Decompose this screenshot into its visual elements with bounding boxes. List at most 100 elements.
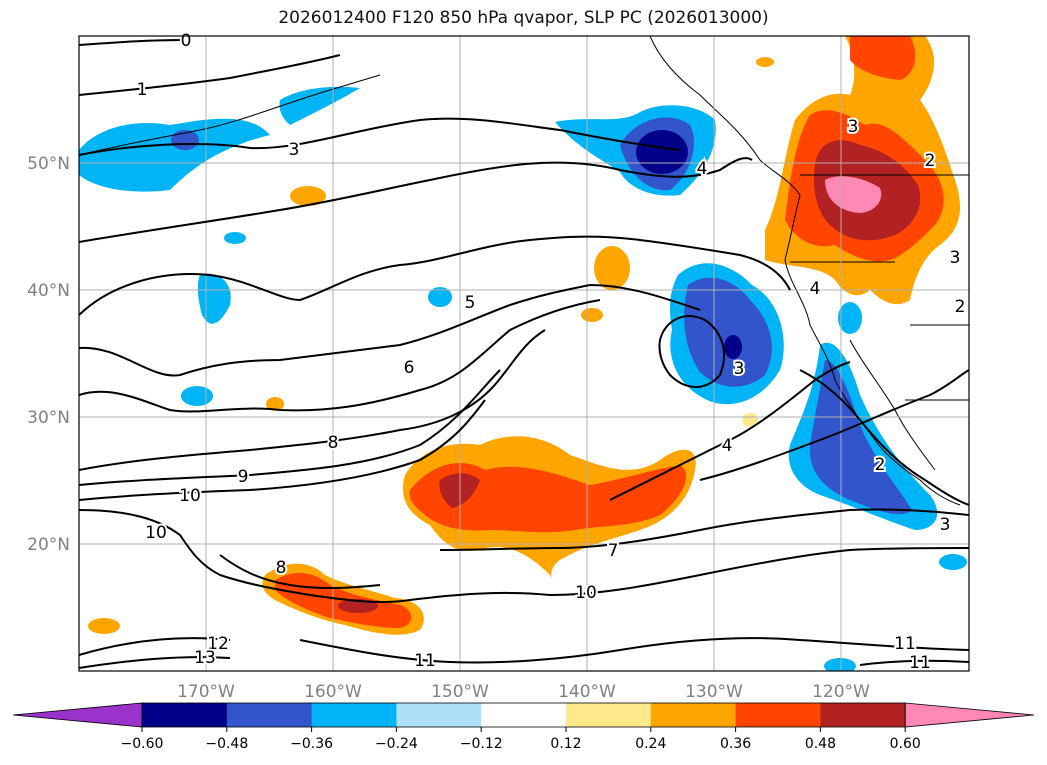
moist-anomaly-pnw-core	[825, 176, 882, 213]
contour-label: 3	[289, 140, 300, 160]
contour-label: 2	[875, 455, 886, 475]
contour-7	[79, 299, 601, 413]
moist-anomaly-blob-3	[581, 308, 603, 322]
moist-anomaly-blob-2	[290, 186, 326, 206]
contour-8	[79, 329, 546, 471]
dry-anomaly-north	[279, 86, 360, 125]
contour-label: 8	[276, 558, 287, 578]
slp-contours	[79, 39, 969, 669]
contour-10b	[79, 509, 969, 604]
colorbar-tick-label: 0.48	[805, 736, 836, 752]
dry-anomaly-islands-7	[824, 658, 856, 671]
lon-label: 150°W	[431, 682, 489, 702]
colorbar-segment	[311, 703, 397, 727]
colorbar-tick-label: −0.48	[205, 736, 248, 752]
dry-anomaly-islands-1	[197, 273, 231, 324]
contour-label: 10	[575, 583, 597, 603]
moist-anomaly-blob-4	[88, 618, 120, 634]
colorbar-tick-label: 0.24	[635, 736, 666, 752]
contour-12	[79, 637, 231, 656]
contour-label: 3	[940, 515, 951, 535]
contour-label: 6	[404, 358, 415, 378]
contour-4b	[609, 361, 851, 501]
contour-label: 4	[697, 159, 708, 179]
dry-anomaly-gulf-core	[636, 130, 688, 174]
contour-label: 3	[734, 359, 745, 379]
dry-anomaly-aleutian	[79, 118, 270, 192]
lat-label: 50°N	[27, 154, 70, 174]
contour-13	[79, 656, 231, 669]
lon-label: 140°W	[558, 682, 616, 702]
moist-anomaly-blob-5	[266, 397, 284, 411]
contour-label: 11	[414, 651, 436, 671]
contour-label: 1	[137, 80, 148, 100]
contour-5	[79, 235, 791, 316]
lon-label: 120°W	[812, 682, 870, 702]
colorbar-segment	[735, 703, 821, 727]
dry-anomaly-islands-3	[181, 386, 213, 406]
moist-anomaly-blob-7	[756, 57, 774, 67]
colorbar-segment	[566, 703, 652, 727]
colorbar-segment	[396, 703, 482, 727]
contour-labels: 0 1 3 4 3 2 3 4 2 5 6 3 8 9 10 4 2 3 10 …	[135, 29, 968, 675]
dry-anomaly-islands-2	[428, 287, 452, 307]
longitude-labels: 170°W 160°W 150°W 140°W 130°W 120°W	[177, 682, 870, 702]
colorbar-outline	[141, 702, 906, 728]
contour-label: 2	[955, 297, 966, 317]
colorbar-tick-label: 0.60	[890, 736, 921, 752]
colorbar-segment	[820, 703, 906, 727]
contour-11b	[859, 659, 969, 666]
lon-label: 130°W	[685, 682, 743, 702]
contour-0	[79, 39, 186, 46]
contour-10	[79, 399, 486, 501]
colorbar: −0.60 −0.48 −0.36 −0.24 −0.12 0.12 0.24 0.36 0.4…	[12, 702, 1035, 752]
colorbar-tick-label: −0.60	[121, 736, 164, 752]
colorbar-tick-label: −0.12	[460, 736, 503, 752]
dry-anomaly-islands-5	[838, 302, 862, 334]
contour-label: 5	[465, 293, 476, 313]
moist-anomaly-pnw-top	[850, 36, 916, 80]
contour-label: 7	[608, 541, 619, 561]
contour-3b	[699, 369, 969, 481]
lon-label: 170°W	[177, 682, 235, 702]
colorbar-tick-label: 0.12	[550, 736, 581, 752]
contour-label: 8	[328, 433, 339, 453]
colorbar-extend-high	[904, 702, 1035, 728]
moist-anomaly-blob-1	[594, 246, 630, 290]
lat-label: 30°N	[27, 408, 70, 428]
colorbar-segment	[142, 703, 228, 727]
contour-label: 12	[207, 634, 229, 654]
colorbar-segment	[481, 703, 567, 727]
dry-anomaly-offshore-mid	[684, 277, 772, 387]
dry-anomaly-offshore-core	[724, 335, 742, 359]
contour-label: 2	[925, 151, 936, 171]
lat-label: 40°N	[27, 281, 70, 301]
lat-label: 20°N	[27, 535, 70, 555]
contour-label: 3	[848, 117, 859, 137]
contour-label: 3	[950, 248, 961, 268]
contour-label: 11	[894, 634, 916, 654]
contour-9	[79, 369, 501, 486]
contour-1	[79, 54, 341, 96]
contour-label: 4	[722, 436, 733, 456]
contour-6	[79, 283, 701, 377]
contour-4	[79, 157, 753, 243]
dry-anomaly-islands-6	[939, 554, 967, 570]
contour-label: 10	[179, 486, 201, 506]
contour-label: 13	[194, 648, 216, 668]
contour-8b	[219, 554, 381, 590]
colorbar-tick-label: 0.36	[720, 736, 751, 752]
colorbar-segment	[650, 703, 737, 727]
contour-7b	[439, 508, 969, 551]
contour-label: 4	[810, 279, 821, 299]
colorbar-segment	[226, 703, 313, 727]
contour-label: 9	[238, 467, 249, 487]
plot-frame	[78, 35, 970, 672]
contour-inner-low	[658, 315, 725, 388]
colorbar-tick-label: −0.36	[290, 736, 333, 752]
moisture-shading	[79, 36, 967, 671]
alaska-coast	[649, 36, 961, 506]
contour-label: 11	[909, 653, 931, 673]
aleutians	[79, 74, 381, 156]
